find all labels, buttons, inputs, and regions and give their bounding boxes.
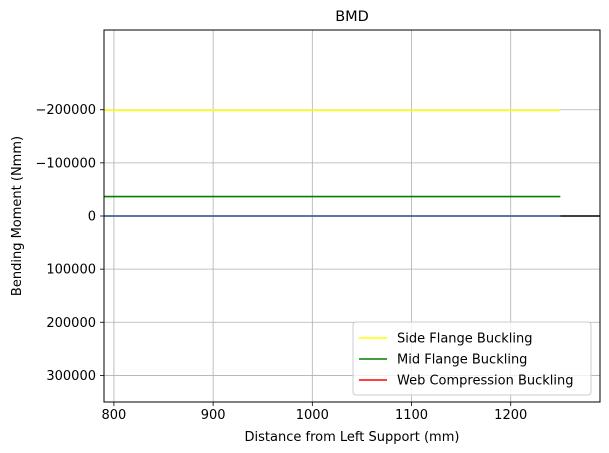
y-tick-label: −200000: [35, 103, 96, 118]
x-tick-label: 800: [102, 408, 127, 423]
y-tick-label: 0: [88, 210, 96, 225]
y-tick-label: −100000: [35, 156, 96, 171]
legend-label: Side Flange Buckling: [397, 332, 532, 347]
chart-title: BMD: [335, 9, 369, 25]
y-tick-label: 300000: [46, 369, 96, 384]
legend: Side Flange Buckling Mid Flange Buckling W…: [352, 321, 592, 396]
x-tick-label: 1000: [296, 408, 329, 423]
axis-ticks: 800 900 1000 1100 1200 −200000 −100000 0 100000 2…: [35, 103, 527, 423]
y-tick-label: 200000: [46, 316, 96, 331]
series-lines: [104, 109, 600, 217]
y-tick-label: 100000: [46, 263, 96, 278]
legend-box: [352, 321, 592, 396]
x-tick-label: 900: [201, 408, 226, 423]
x-axis-label: Distance from Left Support (mm): [245, 430, 460, 445]
x-tick-label: 1100: [395, 408, 428, 423]
y-axis-label: Bending Moment (Nmm): [10, 136, 25, 296]
legend-label: Web Compression Buckling: [397, 374, 574, 389]
x-tick-label: 1200: [494, 408, 527, 423]
legend-label: Mid Flange Buckling: [397, 353, 527, 368]
